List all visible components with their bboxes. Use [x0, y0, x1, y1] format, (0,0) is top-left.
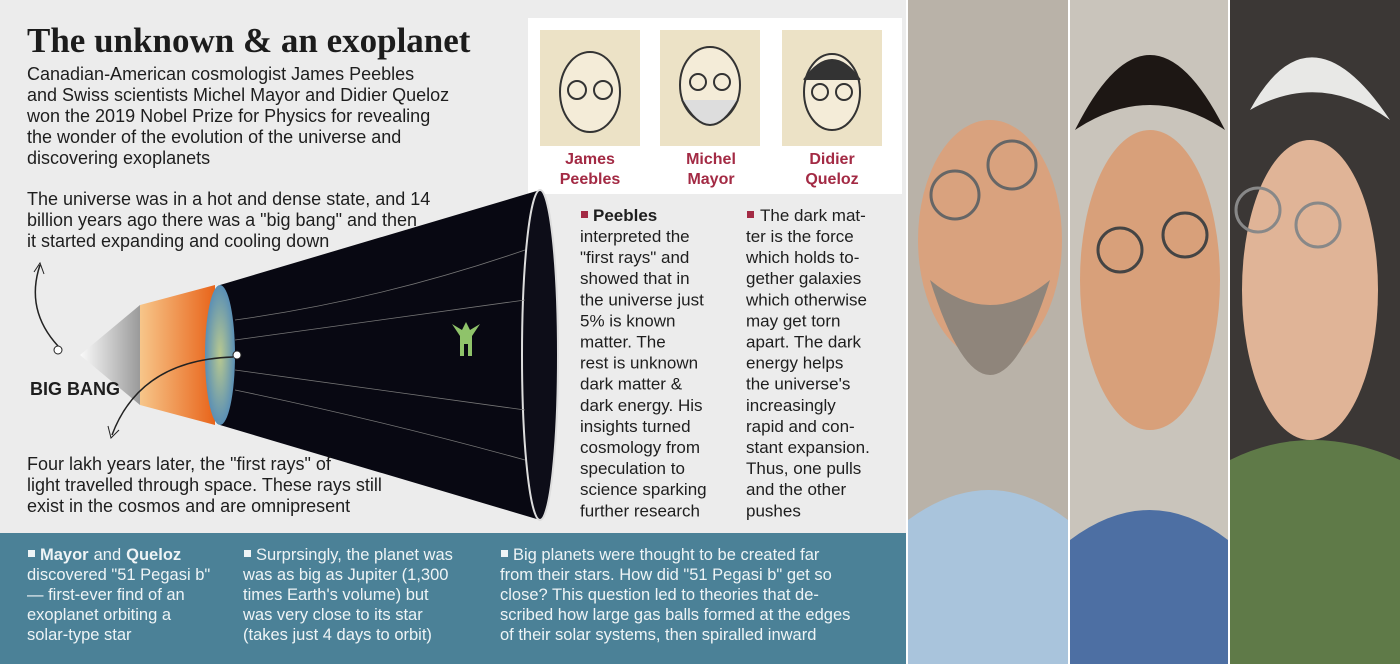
footer-line: discovered "51 Pegasi b"	[27, 566, 210, 584]
footer-line: times Earth's volume) but	[243, 586, 429, 604]
dark-matter-line: apart. The dark	[746, 333, 861, 352]
dark-matter-line: rapid and con-	[746, 417, 855, 436]
intro-line: discovering exoplanets	[27, 148, 210, 168]
peebles-line: speculation to	[580, 459, 685, 478]
dark-matter-line: pushes	[746, 501, 801, 520]
intro-line: and Swiss scientists Michel Mayor and Di…	[27, 85, 449, 105]
dark-matter-line: Thus, one pulls	[746, 459, 861, 478]
big-bang-text: The universe was in a hot and dense stat…	[27, 189, 430, 209]
peebles-line: 5% is known	[580, 311, 675, 330]
dark-matter-line: The dark mat-	[760, 206, 866, 225]
peebles-line: cosmology from	[580, 438, 700, 457]
footer-line: close? This question led to theories tha…	[500, 586, 819, 604]
laureate-name: James	[565, 151, 615, 168]
dark-matter-line: which otherwise	[745, 290, 867, 309]
dark-matter-line: and the other	[746, 480, 847, 499]
footer-line: was as big as Jupiter (1,300	[242, 566, 448, 584]
footer-line: was very close to its star	[242, 606, 423, 624]
footer-line: solar-type star	[27, 626, 132, 644]
peebles-line: dark energy. His	[580, 396, 703, 415]
dark-matter-line: ter is the force	[746, 227, 854, 246]
peebles-line: insights turned	[580, 417, 691, 436]
footer-line: scribed how large gas balls formed at th…	[500, 606, 850, 624]
dark-matter-line: stant expansion.	[746, 438, 870, 457]
laureate-name: Didier	[809, 151, 854, 168]
footer-line: of their solar systems, then spiralled i…	[500, 626, 816, 644]
column-lead: Peebles	[593, 206, 657, 225]
laureate-name: Peebles	[560, 171, 621, 188]
dark-matter-line: the universe's	[746, 375, 850, 394]
peebles-line: "first rays" and	[580, 248, 689, 267]
dark-matter-line: increasingly	[746, 396, 836, 415]
footer-line: — first-ever find of an	[27, 586, 185, 604]
first-rays-text: exist in the cosmos and are omnipresent	[27, 496, 350, 516]
big-bang-label: BIG BANG	[30, 379, 120, 399]
peebles-line: the universe just	[580, 290, 704, 309]
joiner: and	[94, 546, 122, 564]
first-rays-text: light travelled through space. These ray…	[27, 475, 382, 495]
peebles-line: further research	[580, 501, 700, 520]
first-rays-text: Four lakh years later, the "first rays" …	[27, 454, 332, 474]
dark-matter-line: gether galaxies	[746, 269, 861, 288]
dark-matter-line: may get torn	[746, 311, 841, 330]
laureate-name: Queloz	[805, 171, 858, 188]
laureate-name: Michel	[686, 151, 736, 168]
big-bang-text: it started expanding and cooling down	[27, 231, 329, 251]
footer-line: from their stars. How did "51 Pegasi b" …	[500, 566, 832, 584]
intro-line: won the 2019 Nobel Prize for Physics for…	[26, 106, 430, 126]
peebles-line: matter. The	[580, 333, 666, 352]
photos	[908, 0, 1400, 664]
dark-matter-line: energy helps	[746, 354, 843, 373]
peebles-line: science sparking	[580, 480, 707, 499]
peebles-line: interpreted the	[580, 227, 690, 246]
intro-line: Canadian-American cosmologist James Peeb…	[27, 64, 414, 84]
peebles-line: dark matter &	[580, 375, 683, 394]
page: The unknown & an exoplanet Canadian-Ameri…	[0, 0, 1400, 664]
footer-line: Big planets were thought to be created f…	[513, 546, 820, 564]
peebles-line: rest is unknown	[580, 354, 698, 373]
footer-line: Surprsingly, the planet was	[256, 546, 453, 564]
sketch-portraits	[540, 30, 882, 146]
name: Queloz	[126, 546, 181, 564]
laureate-name: Mayor	[687, 171, 734, 188]
name: Mayor	[40, 546, 89, 564]
big-bang-text: billion years ago there was a "big bang"…	[27, 210, 417, 230]
dark-matter-line: which holds to-	[745, 248, 859, 267]
footer-line: exoplanet orbiting a	[27, 606, 172, 624]
title: The unknown & an exoplanet	[27, 21, 471, 60]
footer-line: (takes just 4 days to orbit)	[243, 626, 432, 644]
peebles-line: showed that in	[580, 269, 690, 288]
intro-line: the wonder of the evolution of the unive…	[27, 127, 401, 147]
